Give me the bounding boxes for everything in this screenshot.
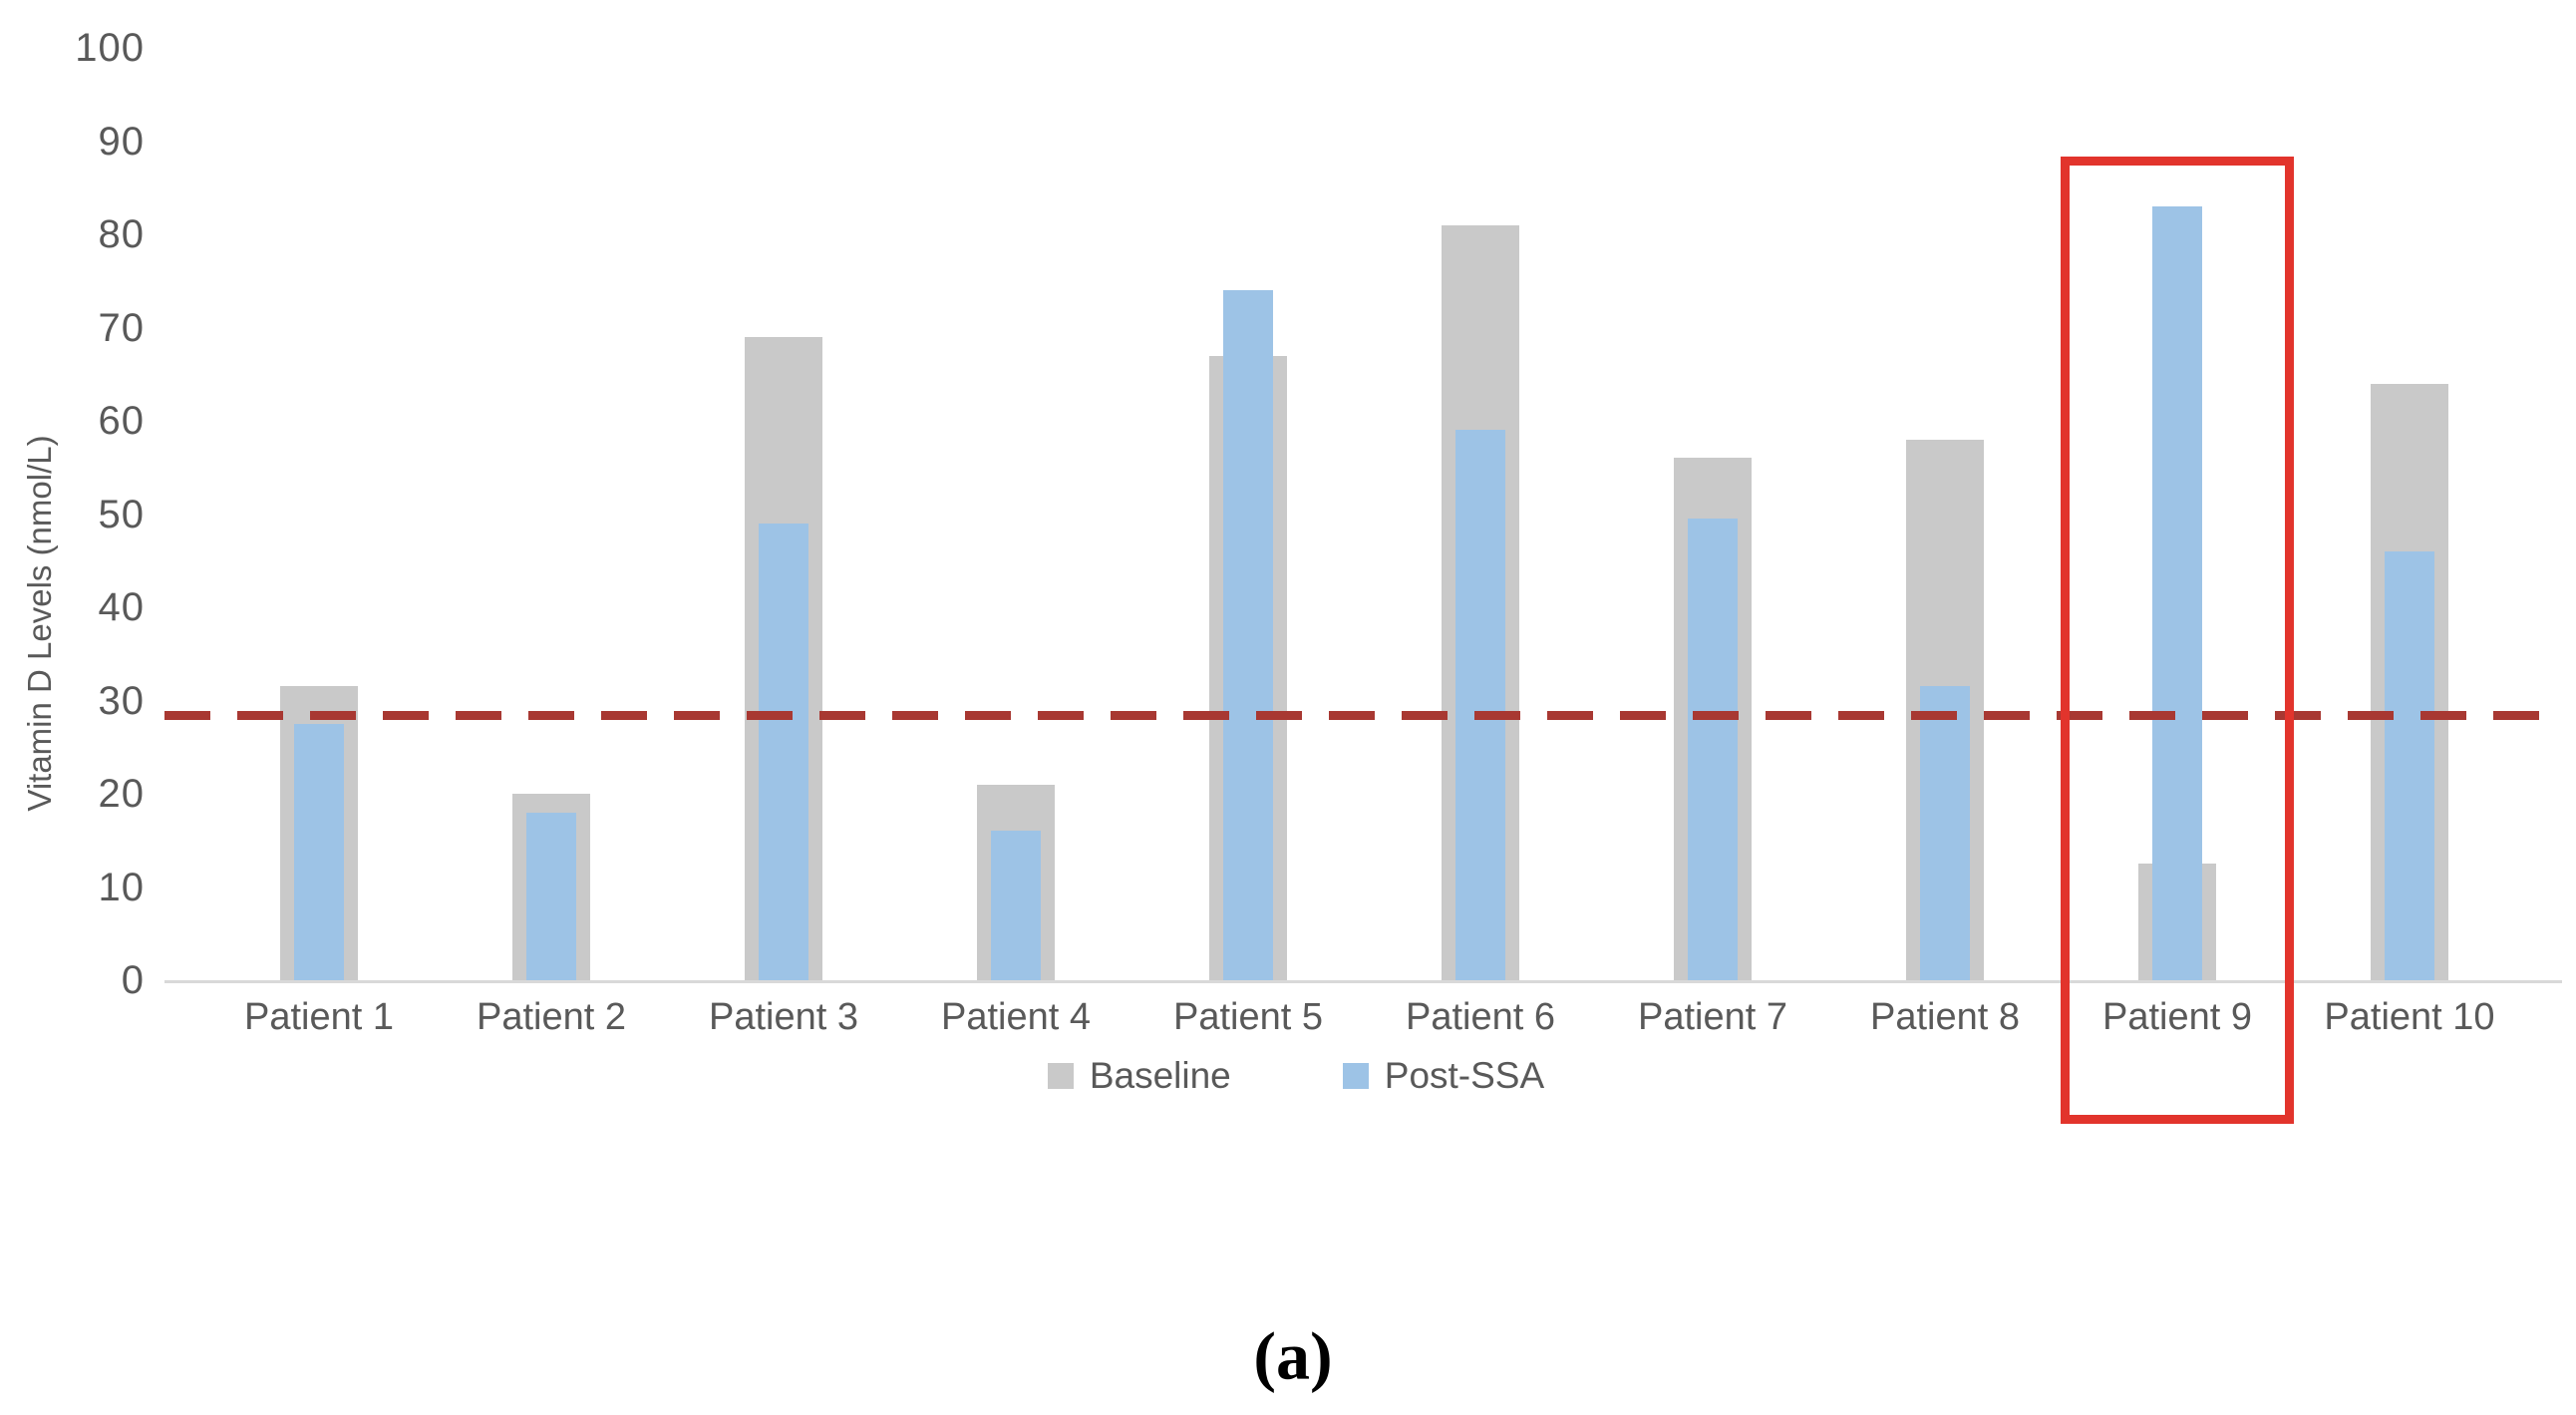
legend-swatch-post-ssa (1342, 1063, 1369, 1089)
x-axis-line (164, 980, 2562, 983)
x-label-patient-5: Patient 5 (1173, 996, 1323, 1038)
x-label-patient-9: Patient 9 (2102, 996, 2252, 1038)
y-tick-label-20: 20 (98, 772, 145, 816)
x-label-patient-7: Patient 7 (1638, 996, 1787, 1038)
bar-post-ssa-patient-5 (1223, 290, 1273, 980)
x-label-patient-6: Patient 6 (1406, 996, 1555, 1038)
bar-post-ssa-patient-10 (2385, 550, 2434, 980)
bar-post-ssa-patient-1 (294, 723, 344, 980)
bar-post-ssa-patient-9 (2152, 205, 2202, 980)
bar-post-ssa-patient-6 (1455, 430, 1505, 980)
bar-post-ssa-patient-7 (1688, 519, 1738, 980)
y-tick-label-90: 90 (98, 119, 145, 164)
y-tick-label-60: 60 (98, 399, 145, 443)
y-tick-label-80: 80 (98, 212, 145, 256)
legend: Baseline Post-SSA (798, 1055, 1794, 1097)
y-tick-label-0: 0 (121, 958, 145, 1002)
legend-label-post-ssa: Post-SSA (1384, 1055, 1545, 1096)
subfigure-caption: (a) (1253, 1317, 1333, 1394)
y-tick-label-100: 100 (75, 26, 145, 70)
bar-post-ssa-patient-3 (759, 523, 808, 980)
x-label-patient-8: Patient 8 (1870, 996, 2020, 1038)
bar-post-ssa-patient-8 (1920, 686, 1970, 980)
y-tick-label-50: 50 (98, 492, 145, 536)
x-label-patient-2: Patient 2 (477, 996, 626, 1038)
legend-swatch-baseline (1047, 1063, 1074, 1089)
y-tick-label-10: 10 (98, 865, 145, 909)
y-tick-label-70: 70 (98, 305, 145, 350)
y-tick-label-30: 30 (98, 678, 145, 723)
x-label-patient-3: Patient 3 (709, 996, 858, 1038)
x-label-patient-4: Patient 4 (941, 996, 1091, 1038)
highlight-box-patient-9 (2061, 157, 2294, 1124)
bar-post-ssa-patient-2 (526, 812, 576, 980)
legend-label-baseline: Baseline (1089, 1055, 1231, 1096)
x-label-patient-1: Patient 1 (244, 996, 394, 1038)
x-label-patient-10: Patient 10 (2324, 996, 2495, 1038)
legend-item-post-ssa: Post-SSA (1342, 1055, 1545, 1097)
threshold-dashed-line (164, 710, 2562, 720)
y-tick-label-40: 40 (98, 585, 145, 629)
bar-post-ssa-patient-4 (991, 831, 1041, 980)
legend-item-baseline: Baseline (1047, 1055, 1231, 1097)
